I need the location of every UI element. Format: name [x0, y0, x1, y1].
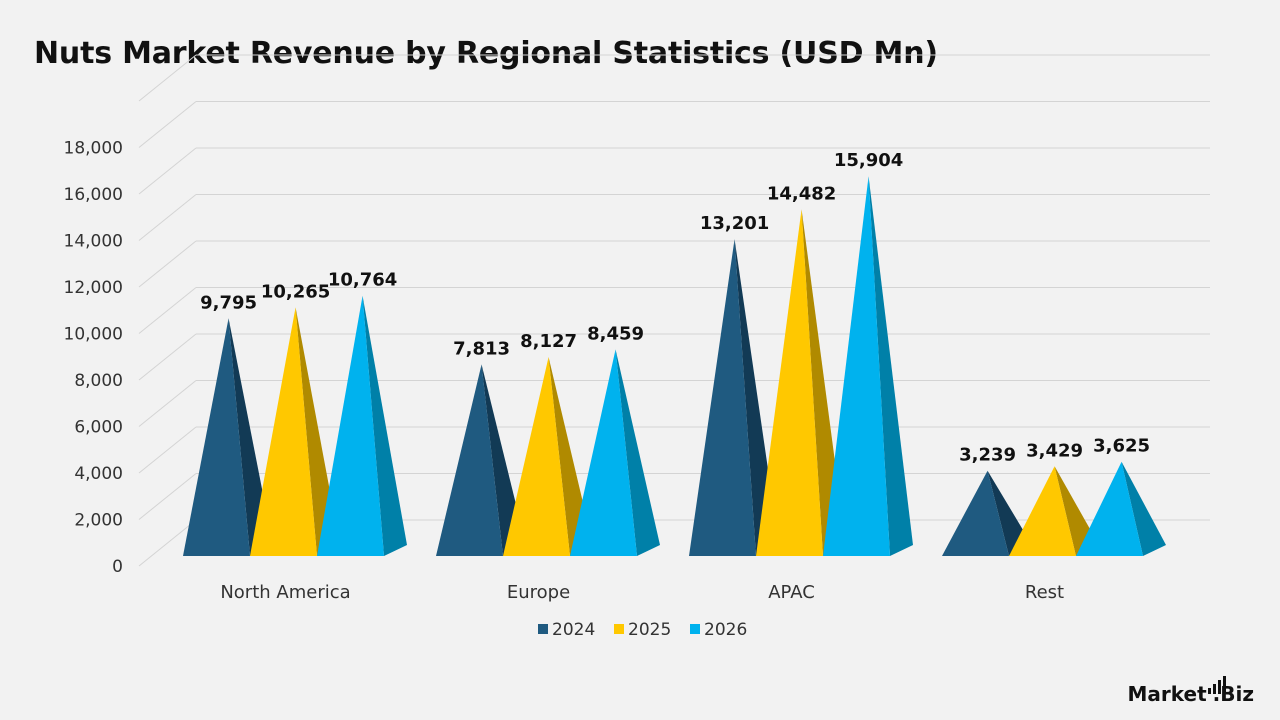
- y-tick-label: 10,000: [64, 325, 123, 345]
- gridline-depth: [138, 194, 197, 241]
- bar: [436, 364, 503, 556]
- y-tick-label: 6,000: [74, 418, 123, 438]
- data-label: 3,239: [959, 445, 1016, 466]
- data-label: 13,201: [700, 213, 769, 234]
- marketbiz-logo: Market . Biz: [1127, 676, 1254, 706]
- x-tick-label: Europe: [507, 582, 570, 603]
- y-tick-label: 12,000: [64, 278, 123, 298]
- bar-side-face: [1121, 461, 1166, 556]
- gridline-depth: [138, 519, 197, 567]
- y-tick-label: 18,000: [64, 139, 123, 159]
- gridline-depth: [138, 101, 197, 148]
- gridline-depth: [138, 287, 197, 334]
- bar: [570, 349, 637, 556]
- y-tick-label: 14,000: [64, 232, 123, 252]
- gridline-depth: [138, 54, 197, 102]
- legend-swatch: [538, 624, 548, 634]
- gridline-depth: [138, 147, 197, 195]
- gridline-depth: [138, 380, 197, 427]
- y-tick-label: 0: [112, 557, 123, 577]
- bar: [823, 176, 890, 556]
- bar: [250, 307, 317, 556]
- logo-bars-icon: [1207, 676, 1226, 694]
- logo-text-suffix: Biz: [1220, 682, 1254, 706]
- data-label: 3,429: [1026, 440, 1083, 461]
- legend-label: 2026: [704, 620, 747, 640]
- bars: [183, 176, 1166, 556]
- x-axis: North America Europe APAC Rest: [220, 582, 1064, 603]
- data-label: 14,482: [767, 183, 836, 204]
- legend-swatch: [614, 624, 624, 634]
- data-label: 9,795: [200, 292, 257, 313]
- data-label: 10,265: [261, 281, 330, 302]
- y-tick-label: 16,000: [64, 185, 123, 205]
- data-label: 8,127: [520, 331, 577, 352]
- data-label: 15,904: [834, 150, 903, 171]
- legend-label: 2025: [628, 620, 671, 640]
- bar-side-face: [615, 349, 660, 556]
- legend: 2024 2025 2026: [538, 620, 747, 640]
- logo-dot: .: [1212, 682, 1221, 706]
- chart-title: Nuts Market Revenue by Regional Statisti…: [34, 36, 938, 71]
- bar: [503, 357, 570, 556]
- y-axis: 0 2,000 4,000 6,000 8,000 10,000 12,000 14,000 1…: [64, 139, 123, 578]
- data-label: 3,625: [1093, 436, 1150, 457]
- bar: [756, 209, 823, 556]
- y-tick-label: 4,000: [74, 464, 123, 484]
- bar: [942, 470, 1009, 556]
- bar: [689, 239, 756, 556]
- gridline-depth: [138, 426, 197, 474]
- data-label: 7,813: [453, 338, 510, 359]
- bar-side-face: [362, 295, 407, 556]
- y-tick-label: 8,000: [74, 371, 123, 391]
- x-tick-label: North America: [220, 582, 350, 603]
- bar: [183, 318, 250, 556]
- bar: [317, 295, 384, 556]
- gridline-depth: [138, 333, 197, 381]
- x-tick-label: Rest: [1025, 582, 1064, 603]
- bar: [1009, 466, 1076, 556]
- data-label: 8,459: [587, 323, 644, 344]
- legend-swatch: [690, 624, 700, 634]
- data-label: 10,764: [328, 270, 397, 291]
- bar: [1076, 461, 1143, 556]
- x-tick-label: APAC: [768, 582, 815, 603]
- legend-label: 2024: [552, 620, 595, 640]
- logo-text-main: Market: [1127, 682, 1207, 706]
- bar-side-face: [868, 176, 913, 556]
- gridline-depth: [138, 240, 197, 288]
- gridline-depth: [138, 473, 197, 520]
- y-tick-label: 2,000: [74, 511, 123, 531]
